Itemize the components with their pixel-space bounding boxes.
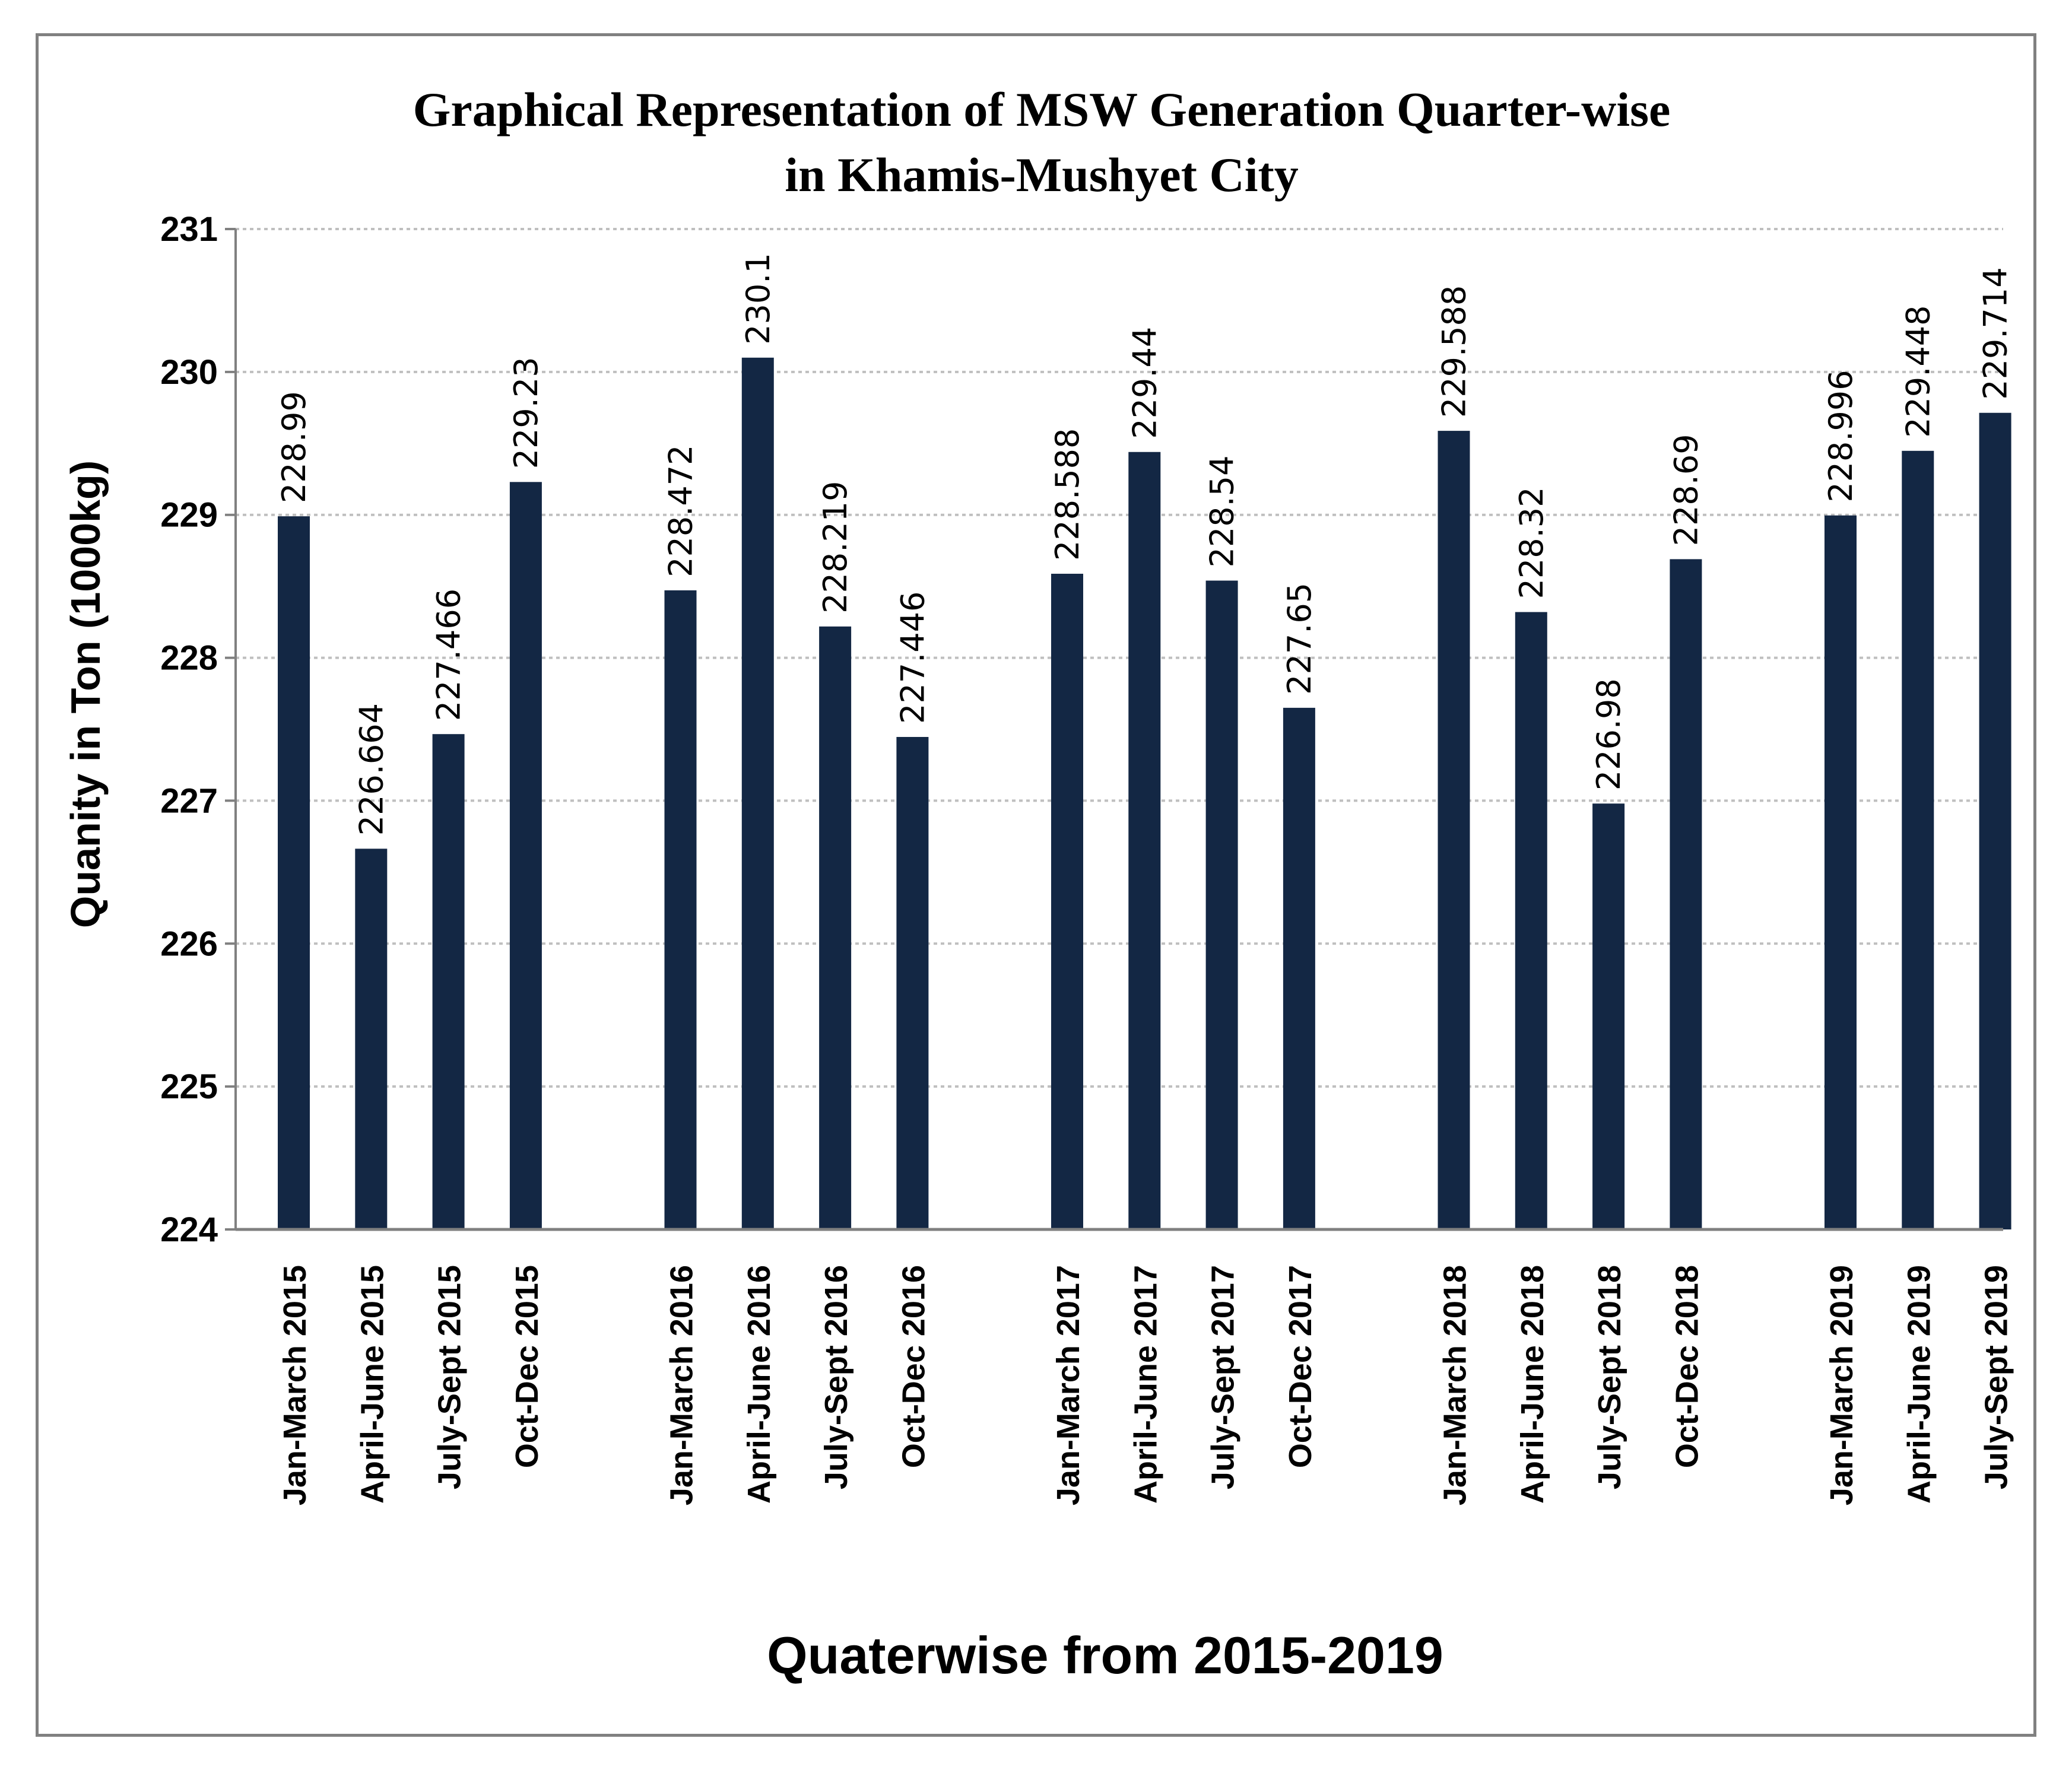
bar: [819, 626, 852, 1229]
x-tick-label: Jan-March 2017: [1051, 1265, 1086, 1505]
bar: [1979, 412, 2011, 1229]
chart-title-line-1: Graphical Representation of MSW Generati…: [413, 82, 1671, 136]
x-tick-labels: Jan-March 2015 April-June 2015 July-Sept 2…: [277, 1265, 2014, 1505]
data-labels: 228.99 226.664 227.466 229.23 228.472 230.1 22…: [275, 253, 2014, 835]
bar: [509, 482, 542, 1229]
data-label: 230.1: [740, 253, 777, 345]
x-tick-label: April-June 2019: [1901, 1265, 1937, 1504]
gridlines: [225, 228, 2003, 1231]
x-tick-label: April-June 2016: [741, 1265, 777, 1504]
y-tick-label: 226: [160, 924, 218, 963]
x-tick-label: July-Sept 2019: [1979, 1265, 2014, 1489]
x-axis-title: Quaterwise from 2015-2019: [767, 1626, 1443, 1685]
bar: [1592, 803, 1625, 1229]
bar: [1205, 580, 1238, 1229]
x-tick-label: April-June 2018: [1515, 1265, 1550, 1504]
y-axis-title: Quanity in Ton (1000kg): [62, 460, 109, 928]
y-tick-label: 230: [160, 353, 218, 392]
data-label: 227.65: [1281, 583, 1318, 695]
data-label: 229.714: [1977, 267, 2014, 399]
y-tick-label: 227: [160, 781, 218, 820]
data-label: 228.99: [275, 391, 313, 503]
y-tick-labels: 224 225 226 227 228 229 230 231: [160, 210, 218, 1249]
data-label: 228.996: [1822, 370, 1860, 502]
y-tick-label: 229: [160, 496, 218, 535]
x-tick-label: July-Sept 2018: [1592, 1265, 1627, 1489]
x-tick-label: April-June 2017: [1128, 1265, 1163, 1504]
data-label: 227.466: [430, 589, 468, 721]
bar: [896, 737, 929, 1229]
data-label: 227.446: [894, 592, 931, 724]
data-label: 226.664: [353, 703, 390, 835]
bar: [1515, 612, 1547, 1229]
x-tick-label: Jan-March 2015: [277, 1265, 313, 1505]
x-tick-label: Jan-March 2018: [1438, 1265, 1473, 1505]
data-label: 228.588: [1049, 428, 1086, 561]
data-label: 228.219: [817, 481, 854, 614]
bar: [1824, 515, 1857, 1229]
bars: [278, 357, 2011, 1230]
bar: [1283, 707, 1315, 1229]
bar: [1438, 431, 1470, 1229]
data-label: 229.44: [1126, 327, 1163, 439]
data-label: 228.32: [1513, 487, 1550, 599]
x-tick-label: Oct-Dec 2016: [896, 1265, 931, 1468]
data-label: 228.472: [662, 445, 700, 577]
data-label: 229.588: [1436, 285, 1473, 418]
x-tick-label: Oct-Dec 2017: [1283, 1265, 1318, 1468]
y-tick-label: 228: [160, 639, 218, 678]
x-tick-label: Jan-March 2019: [1824, 1265, 1860, 1505]
data-label: 229.23: [507, 357, 545, 469]
y-tick-label: 224: [160, 1210, 218, 1249]
bar: [278, 516, 310, 1230]
x-tick-label: Oct-Dec 2018: [1669, 1265, 1705, 1468]
x-tick-label: Oct-Dec 2015: [509, 1265, 545, 1468]
y-tick-label: 225: [160, 1067, 218, 1106]
bar: [1670, 559, 1702, 1229]
data-label: 226.98: [1590, 678, 1627, 790]
x-tick-label: April-June 2015: [354, 1265, 390, 1504]
data-label: 228.69: [1667, 434, 1705, 546]
bar: [355, 849, 388, 1229]
data-label: 229.448: [1899, 305, 1937, 437]
data-label: 228.54: [1204, 456, 1241, 568]
bar: [741, 357, 774, 1229]
axes: [234, 229, 2003, 1231]
x-tick-label: Jan-March 2016: [664, 1265, 700, 1505]
bar: [1051, 573, 1083, 1229]
bar: [664, 590, 697, 1229]
bar: [1128, 452, 1161, 1230]
bar: [1902, 450, 1934, 1229]
chart-title-line-2: in Khamis-Mushyet City: [785, 148, 1299, 202]
y-tick-label: 231: [160, 210, 218, 249]
x-tick-label: July-Sept 2017: [1205, 1265, 1241, 1489]
x-tick-label: July-Sept 2016: [818, 1265, 854, 1489]
x-tick-label: July-Sept 2015: [432, 1265, 468, 1489]
bar: [432, 734, 465, 1229]
